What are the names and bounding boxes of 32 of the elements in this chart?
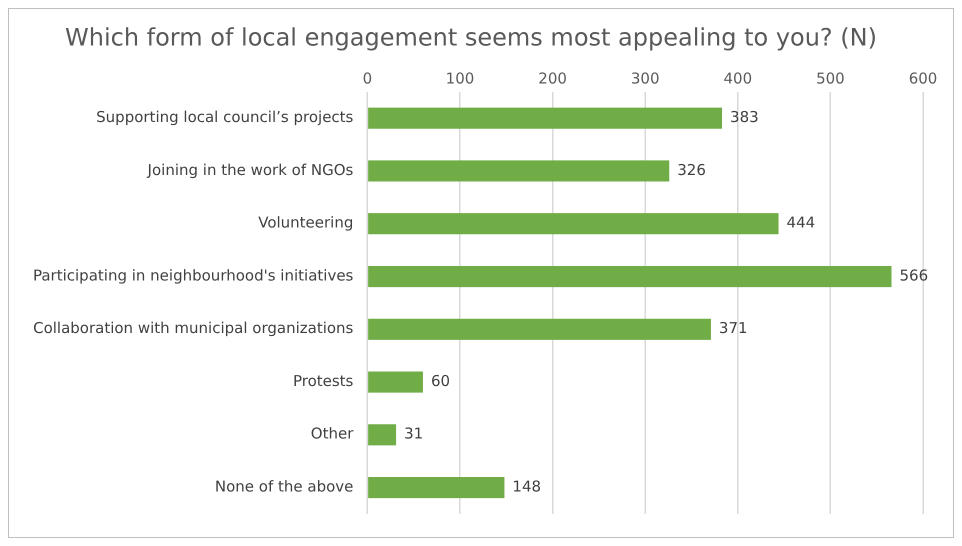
x-tick-label: 400 — [723, 70, 752, 88]
data-label: 31 — [404, 424, 424, 443]
data-label: 444 — [786, 214, 816, 232]
y-tick-label: Protests — [292, 372, 354, 390]
y-tick-label: Participating in neighbourhood's initiatives — [32, 266, 354, 284]
data-label: 60 — [430, 372, 450, 390]
bar — [368, 477, 504, 498]
x-tick-label: 200 — [538, 70, 567, 88]
x-tick-label: 500 — [816, 70, 845, 88]
bar — [368, 372, 423, 393]
data-label: 371 — [718, 319, 748, 338]
bar — [368, 108, 722, 129]
x-tick-label: 0 — [362, 70, 372, 88]
x-tick-label: 600 — [908, 70, 938, 88]
data-label: 383 — [730, 108, 759, 126]
data-label: 566 — [900, 266, 928, 284]
bar — [368, 213, 779, 234]
data-label: 148 — [512, 478, 542, 496]
data-label: 326 — [677, 160, 706, 179]
y-tick-label: Volunteering — [258, 214, 354, 232]
y-tick-label: Collaboration with municipal organizations — [33, 319, 354, 338]
bar — [368, 318, 711, 340]
bar — [368, 424, 396, 446]
bar — [368, 266, 892, 288]
x-tick-label: 300 — [630, 70, 660, 88]
bar — [368, 160, 670, 182]
y-tick-label: Other — [310, 424, 354, 443]
y-tick-label: None of the above — [214, 478, 354, 496]
chart-title: Which form of local engagement seems most appealing to you? (N) — [65, 24, 877, 52]
x-tick-label: 100 — [446, 70, 474, 88]
y-tick-label: Joining in the work of NGOs — [146, 160, 354, 179]
y-tick-label: Supporting local council’s projects — [96, 108, 354, 126]
